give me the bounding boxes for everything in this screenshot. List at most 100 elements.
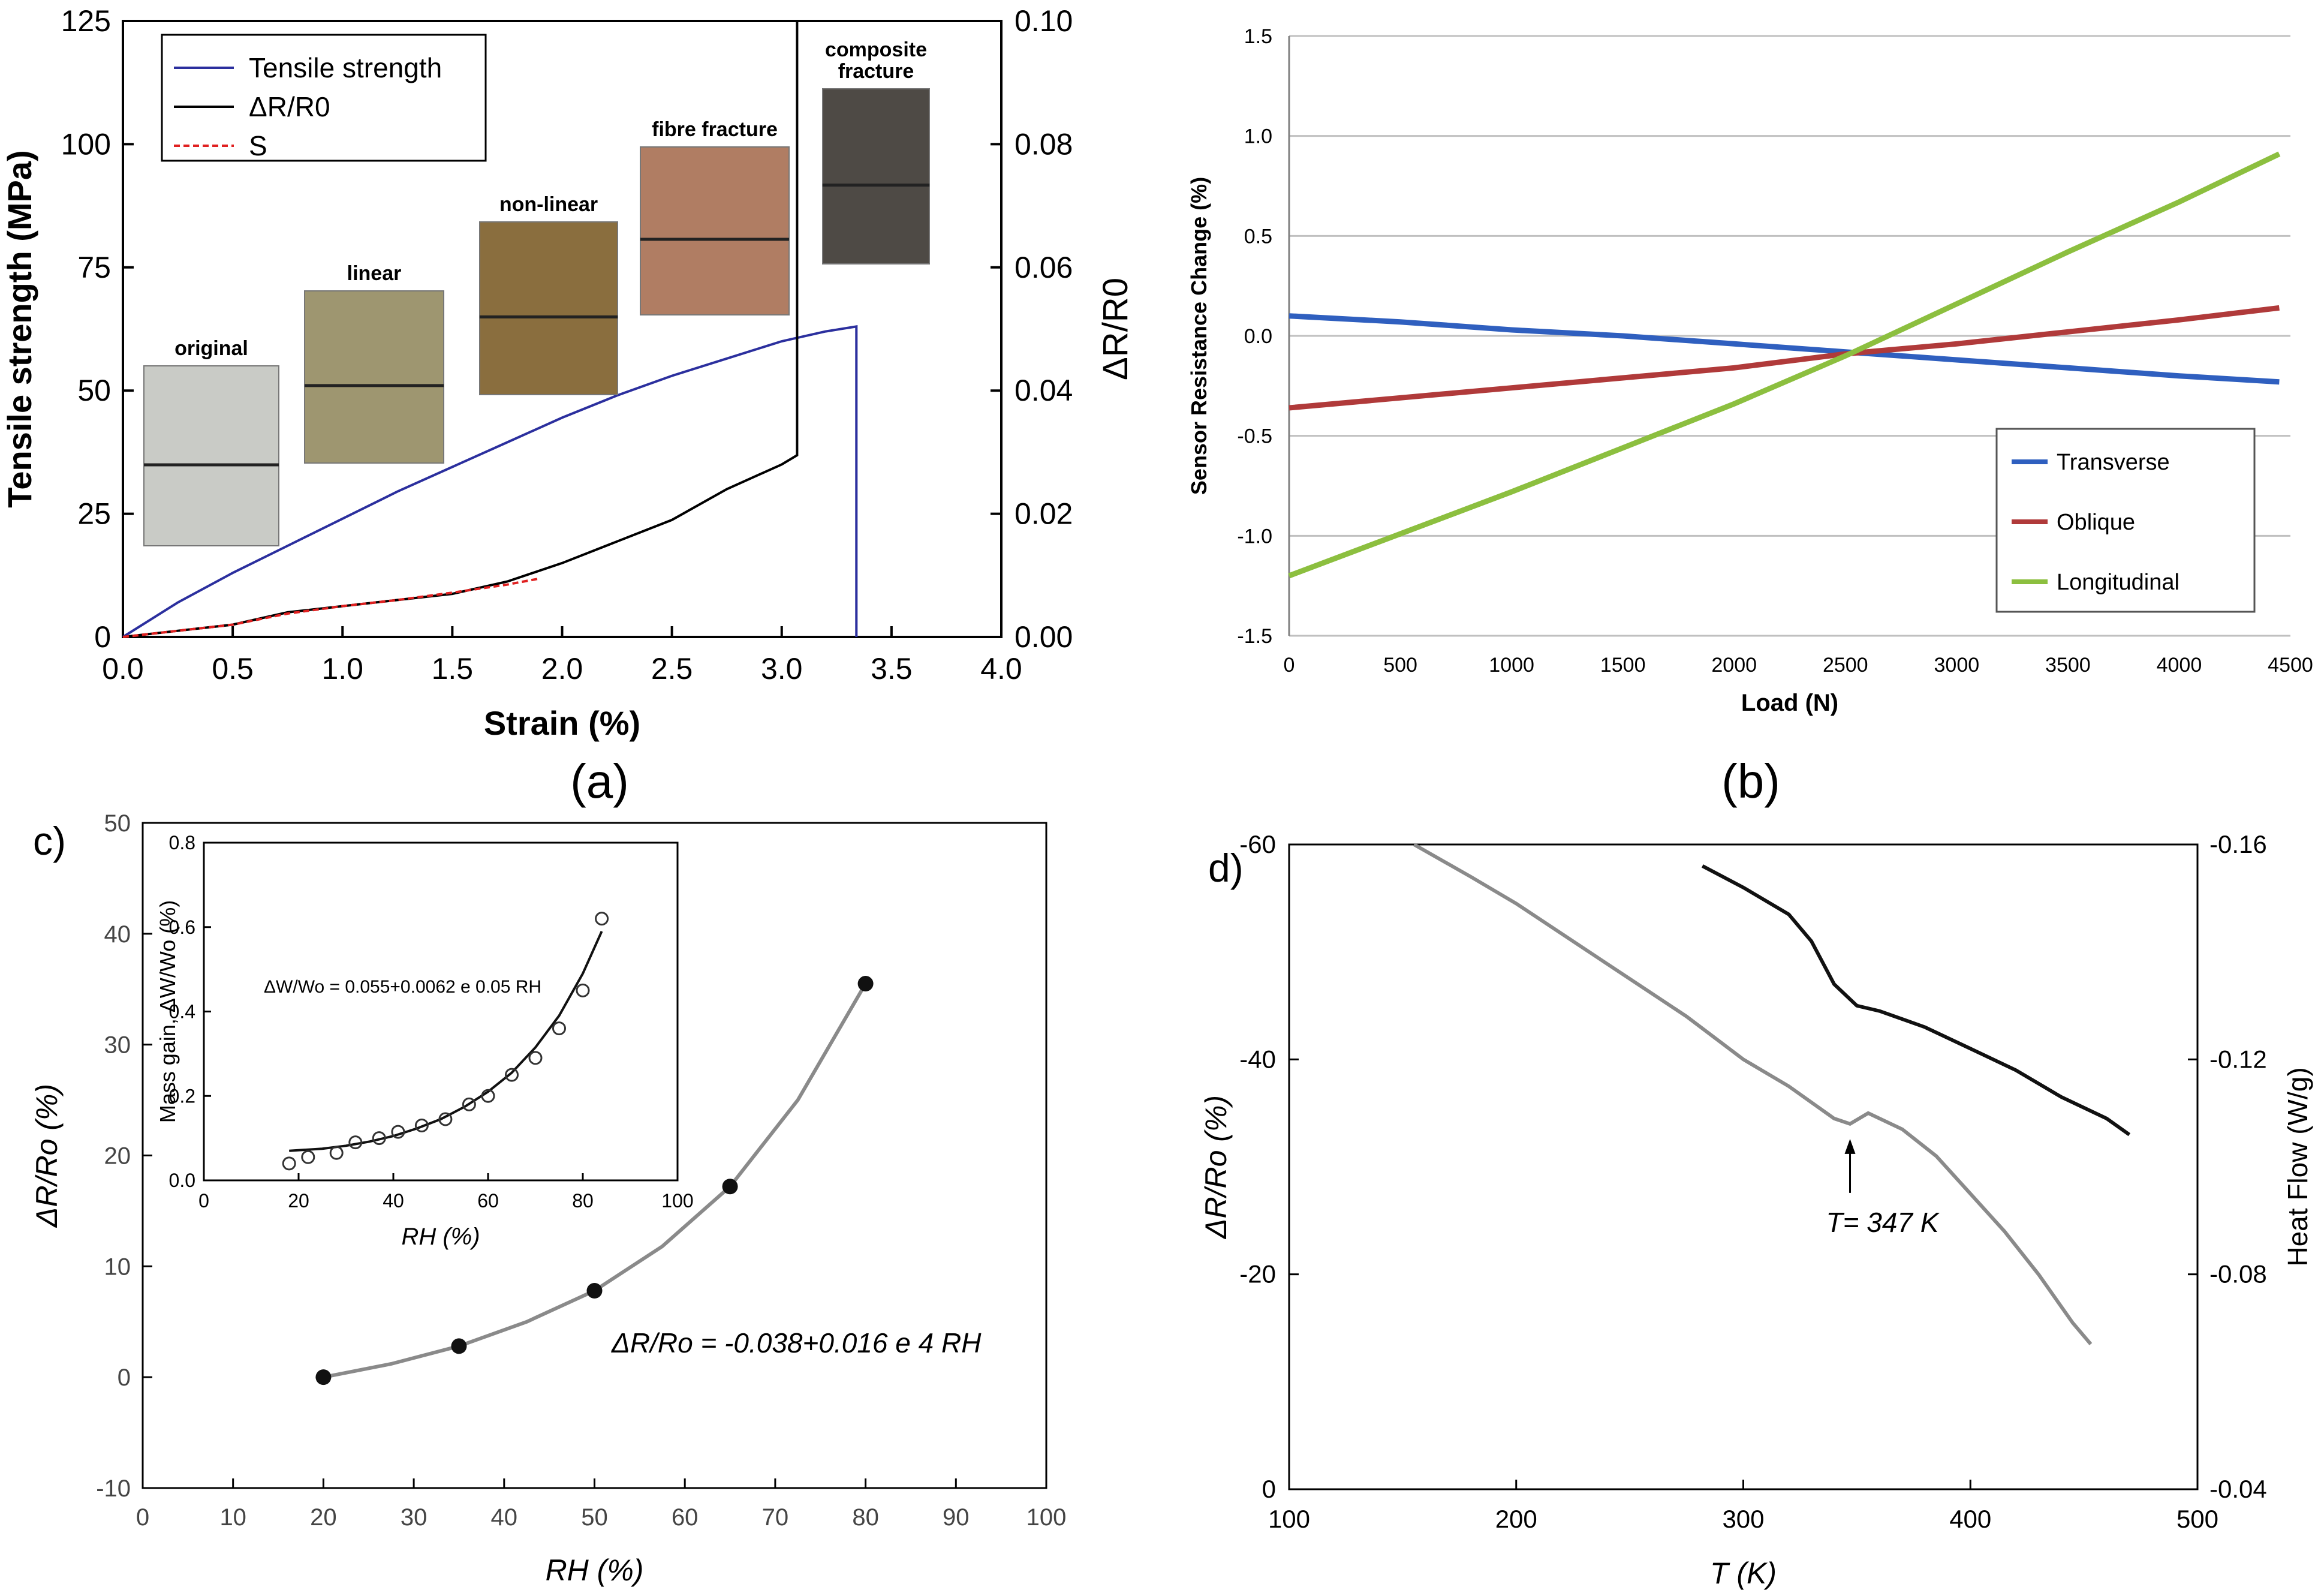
x-tick-label: 3.5 <box>871 652 913 686</box>
inset-label: fibre fracture <box>652 118 778 141</box>
inset-photo <box>304 290 444 464</box>
inset-label: fracture <box>838 60 914 83</box>
x-tick-label: 2.5 <box>651 652 693 686</box>
inset-frame <box>203 841 679 1182</box>
y-axis-label: Sensor Resistance Change (%) <box>1187 177 1211 495</box>
inset-data-point <box>372 1131 386 1146</box>
inset-data-point <box>329 1146 344 1160</box>
y-tick-label: 30 <box>104 1032 131 1059</box>
x-axis-label: Strain (%) <box>484 704 640 742</box>
panel-b-sensor-chart: -1.5 -1.0 -0.5 0.0 0.5 1.0 1.5 0 500 1000 1500 2000… <box>1187 25 2313 716</box>
y2-tick-label: 0.00 <box>1015 620 1073 654</box>
inset-data-point <box>462 1097 476 1111</box>
data-point <box>857 976 874 992</box>
inset-x-tick-label: 0 <box>198 1190 209 1212</box>
inset-x-tick-label: 40 <box>383 1190 404 1212</box>
y-tick-label: -60 <box>1239 830 1276 858</box>
y-axis-label: Tensile strength (MPa) <box>1 150 38 507</box>
panel-label-b: (b) <box>1721 755 1780 808</box>
y-tick-label: 75 <box>77 251 111 284</box>
inset-data-point <box>414 1119 429 1133</box>
inset-data-point <box>481 1089 495 1103</box>
x-tick-label: 2000 <box>1711 654 1757 677</box>
plot-frame <box>1288 843 2199 1490</box>
inset-x-axis-label: RH (%) <box>401 1224 480 1250</box>
inset-x-tick-label: 60 <box>477 1190 499 1212</box>
inset-x-tick-label: 20 <box>288 1190 309 1212</box>
x-tick-label: 4000 <box>2157 654 2202 677</box>
inset-data-point <box>391 1125 405 1139</box>
inset-label: linear <box>347 262 402 285</box>
inset-label: composite <box>825 38 927 61</box>
panel-d-temperature-chart: 100 200 300 400 500 0 -20 -40 -60 -0.04 -0.08 -0.12… <box>1199 830 2313 1590</box>
x-tick-label: 300 <box>1722 1505 1764 1533</box>
inset-fit-equation: ΔW/Wo = 0.055+0.0062 e 0.05 RH <box>264 977 541 997</box>
inset-y-tick-label: 0.6 <box>169 916 195 938</box>
x-tick-label: 2.0 <box>541 652 583 686</box>
data-point <box>722 1179 738 1195</box>
y-tick-label: -1.0 <box>1237 525 1272 548</box>
series-line-1 <box>1289 313 2280 385</box>
inset-y-axis-label: Mass gain, ΔW/Wo (%) <box>155 900 180 1123</box>
x-tick-label: 20 <box>310 1504 337 1531</box>
y2-axis-label: Heat Flow (W/g) <box>2282 1067 2313 1266</box>
y-tick-label: -20 <box>1239 1260 1276 1288</box>
y-tick-label: 0.5 <box>1244 225 1272 248</box>
legend-entry: Transverse <box>2057 450 2170 475</box>
y-tick-label: -1.5 <box>1237 625 1272 648</box>
fit-equation: ΔR/Ro = -0.038+0.016 e 4 RH <box>611 1327 982 1358</box>
x-tick-label: 1500 <box>1600 654 1646 677</box>
x-tick-label: 200 <box>1495 1505 1537 1533</box>
y2-tick-label: 0.08 <box>1015 127 1073 161</box>
data-point <box>586 1282 603 1299</box>
inset-data-point <box>301 1150 315 1164</box>
y2-tick-label: -0.16 <box>2209 830 2267 858</box>
x-tick-label: 100 <box>1026 1504 1067 1531</box>
y2-tick-label: 0.10 <box>1015 4 1073 38</box>
x-tick-label: 90 <box>943 1504 970 1531</box>
x-axis-label: Load (N) <box>1741 690 1838 716</box>
x-tick-label: 80 <box>852 1504 879 1531</box>
y-tick-label: 0 <box>118 1364 131 1391</box>
legend-box <box>161 34 487 162</box>
y-tick-label: 0.0 <box>1244 325 1272 348</box>
inset-photo <box>143 365 279 546</box>
legend-entry: Oblique <box>2057 510 2135 535</box>
x-tick-label: 10 <box>219 1504 246 1531</box>
inset-y-tick-label: 0.2 <box>169 1085 195 1107</box>
x-tick-label: 0 <box>1284 654 1295 677</box>
inset-y-tick-label: 0.4 <box>169 1001 195 1023</box>
y2-axis-label: ΔR/R0 <box>1096 278 1135 380</box>
panel-label-d: d) <box>1208 846 1244 890</box>
inset-data-point <box>348 1135 363 1150</box>
y2-tick-label: 0.02 <box>1015 497 1073 531</box>
x-tick-label: 40 <box>491 1504 518 1531</box>
x-tick-label: 1.0 <box>321 652 363 686</box>
y-tick-label: 40 <box>104 921 131 948</box>
inset-data-point <box>282 1156 296 1171</box>
series-line-2 <box>1289 305 2280 411</box>
x-axis-label: T (K) <box>1710 1556 1777 1590</box>
series-line-3 <box>1288 151 2281 579</box>
inset-data-point <box>595 912 609 926</box>
x-tick-label: 50 <box>581 1504 608 1531</box>
y2-tick-label: -0.12 <box>2209 1045 2267 1073</box>
x-tick-label: 100 <box>1268 1505 1310 1533</box>
x-tick-label: 400 <box>1949 1505 1991 1533</box>
y-tick-label: 0 <box>94 620 111 654</box>
panel-label-c: c) <box>33 819 66 863</box>
inset-data-point <box>505 1068 519 1082</box>
series-line-2 <box>1701 864 2131 1137</box>
y-tick-label: 10 <box>104 1254 131 1280</box>
x-tick-label: 1.5 <box>432 652 474 686</box>
x-tick-label: 0.5 <box>212 652 254 686</box>
x-tick-label: 0.0 <box>102 652 144 686</box>
x-tick-label: 3500 <box>2045 654 2091 677</box>
x-axis-label: RH (%) <box>546 1553 644 1587</box>
x-tick-label: 2500 <box>1823 654 1868 677</box>
y-tick-label: -10 <box>96 1475 131 1502</box>
legend-entry: ΔR/R0 <box>249 91 330 122</box>
y2-tick-label: -0.04 <box>2209 1475 2267 1503</box>
inset-y-tick-label: 0.8 <box>169 832 195 853</box>
